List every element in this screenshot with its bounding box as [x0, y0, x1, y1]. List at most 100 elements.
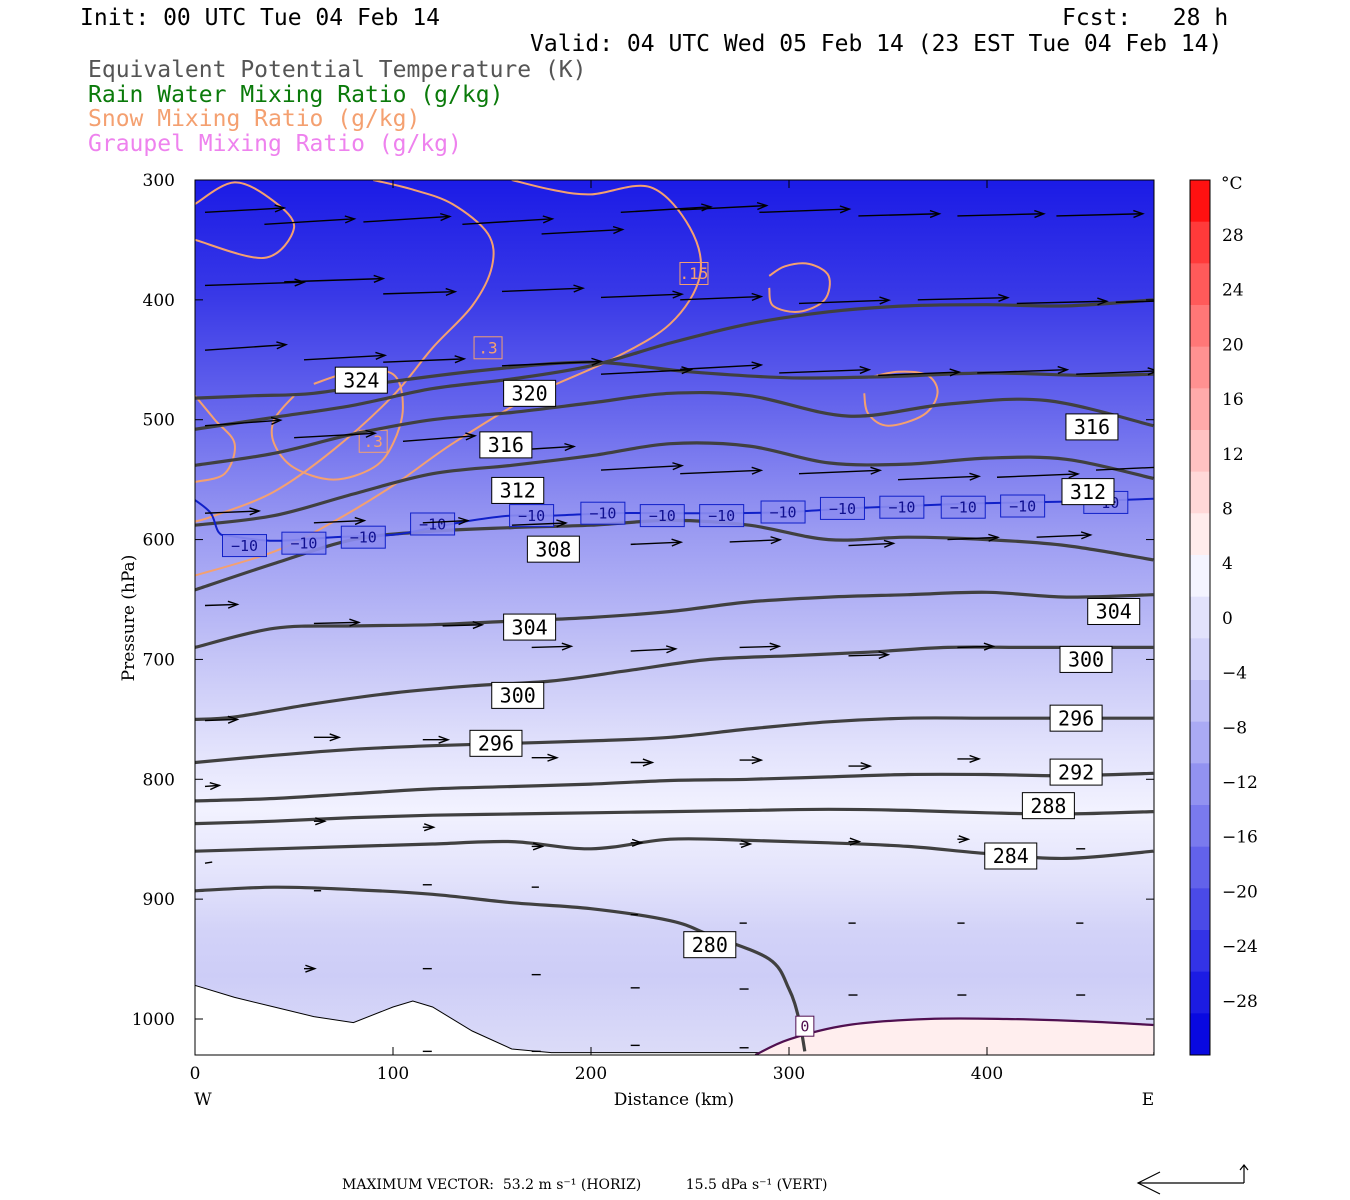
wind-vector-head: [532, 842, 545, 851]
wind-vector: [680, 466, 764, 475]
wind-vector: [630, 645, 678, 654]
colorbar-swatch: [1190, 555, 1210, 598]
wind-vector-shaft: [630, 541, 682, 546]
wind-vector-shaft: [1036, 534, 1091, 538]
wind-vector: [798, 296, 892, 305]
wind-vector-shaft: [284, 277, 384, 283]
theta-e-contour-300: [195, 645, 1154, 721]
wind-vector: [798, 466, 883, 475]
colorbar-swatch: [1190, 1013, 1210, 1056]
colorbar-swatch: [1190, 471, 1210, 514]
wind-vector-head: [274, 204, 287, 213]
wind-vector-head: [671, 538, 684, 547]
minus10-label-9-text: −10: [829, 500, 856, 518]
init-time: Init: 00 UTC Tue 04 Feb 14: [80, 5, 441, 31]
wind-vector: [630, 838, 644, 847]
snow-label-1-0-box: [473, 336, 503, 360]
colorbar-swatch: [1190, 180, 1210, 223]
wind-vector-head: [681, 366, 694, 375]
wind-vector: [680, 201, 769, 211]
y-tick-label: 400: [143, 291, 175, 311]
theta-e-label-312-1-box: [1061, 478, 1115, 506]
theta-e-label-280-0-text: 280: [692, 933, 728, 957]
minus10-label-10-box: [879, 495, 925, 519]
wind-vector: [1036, 531, 1093, 540]
wind-vector-head: [1133, 209, 1145, 219]
maximum-vector-note: MAXIMUM VECTOR: 53.2 m s⁻¹ (HORIZ) 15.5 …: [342, 1177, 828, 1193]
wind-vector: [897, 472, 982, 481]
wind-vector-head: [344, 215, 357, 224]
theta-e-contour-296: [195, 716, 1154, 765]
wind-vector-head: [751, 466, 764, 475]
minus10-label-1: −10: [281, 531, 327, 555]
colorbar-swatch: [1190, 763, 1210, 806]
wind-vector-shaft: [996, 473, 1079, 478]
wind-vector-shaft: [462, 218, 553, 226]
wind-vector: [848, 539, 896, 548]
colorbar-swatch: [1190, 513, 1210, 556]
snow-label-2-0-box: [679, 261, 709, 285]
y-tick-label: 1000: [132, 1010, 175, 1030]
x-tick-label: 100: [377, 1064, 409, 1084]
wind-vector-shaft: [977, 368, 1068, 374]
minus10-label-11-box: [940, 495, 986, 519]
wind-vector-head: [701, 203, 713, 212]
theta-e-label-304-1: 304: [1087, 597, 1141, 625]
theta-e-label-308-0: 308: [526, 535, 580, 563]
minus10-label-2: −10: [340, 525, 386, 549]
colorbar-tick-label: −28: [1222, 992, 1258, 1012]
theta-e-label-320-0-text: 320: [512, 382, 548, 406]
wind-vector-head: [591, 357, 604, 366]
wind-vector-head: [860, 762, 873, 771]
wind-vector: [848, 762, 873, 771]
wind-vector-shaft: [600, 464, 683, 471]
x-tick-label: 400: [971, 1064, 1003, 1084]
wind-vector-shaft: [630, 648, 676, 652]
minus10-label-6: −10: [639, 504, 685, 528]
forecast-hour: Fcst: 28 h: [1062, 5, 1229, 31]
wind-vector-head: [472, 620, 485, 630]
colorbar-swatch: [1190, 680, 1210, 723]
colorbar-tick-label: 0: [1222, 609, 1233, 629]
minus10-label-10: −10: [879, 495, 925, 519]
wind-vector: [442, 620, 485, 630]
wind-vector: [383, 355, 467, 364]
minus10-label-12: −10: [1000, 494, 1046, 518]
colorbar-tick-label: −12: [1222, 773, 1258, 793]
wind-vector-shaft: [1115, 300, 1154, 303]
minus10-label-11: −10: [940, 495, 986, 519]
east-label: E: [1142, 1090, 1154, 1110]
colorbar-tick-label: −20: [1222, 882, 1258, 902]
theta-e-label-312-0-box: [491, 476, 545, 504]
wind-vector: [304, 964, 317, 973]
minus10-label-6-text: −10: [649, 507, 676, 525]
theta-e-label-304-0: 304: [503, 613, 557, 641]
wind-vector-head: [365, 429, 378, 438]
wind-vector: [313, 733, 342, 742]
y-tick-label: 600: [143, 531, 175, 551]
wind-vector-shaft: [531, 645, 572, 649]
wind-vector-shaft: [759, 208, 850, 214]
wind-vector-shaft: [680, 204, 767, 211]
wind-vector: [204, 507, 262, 516]
wind-vector-head: [958, 835, 971, 844]
theta-e-label-312-1: 312: [1061, 478, 1115, 506]
colorbar-tick-label: 12: [1222, 445, 1244, 465]
wind-vector: [422, 823, 436, 832]
theta-e-label-304-0-text: 304: [512, 615, 548, 639]
wind-vector-head: [1057, 365, 1070, 375]
wind-vector-head: [672, 290, 685, 299]
minus10-label-8-box: [760, 500, 806, 524]
wind-vector: [531, 642, 574, 651]
wind-vector: [204, 861, 213, 864]
wind-vector-shaft: [779, 368, 870, 374]
wind-vector: [848, 837, 862, 846]
wind-vector-shaft: [917, 296, 1008, 301]
wind-vector-shaft: [680, 469, 762, 475]
wind-vector-head: [998, 293, 1010, 302]
x-tick-label: 300: [773, 1064, 805, 1084]
wind-vector: [729, 536, 783, 545]
minus10-label-8: −10: [760, 500, 806, 524]
wind-vector-shaft: [858, 213, 940, 217]
